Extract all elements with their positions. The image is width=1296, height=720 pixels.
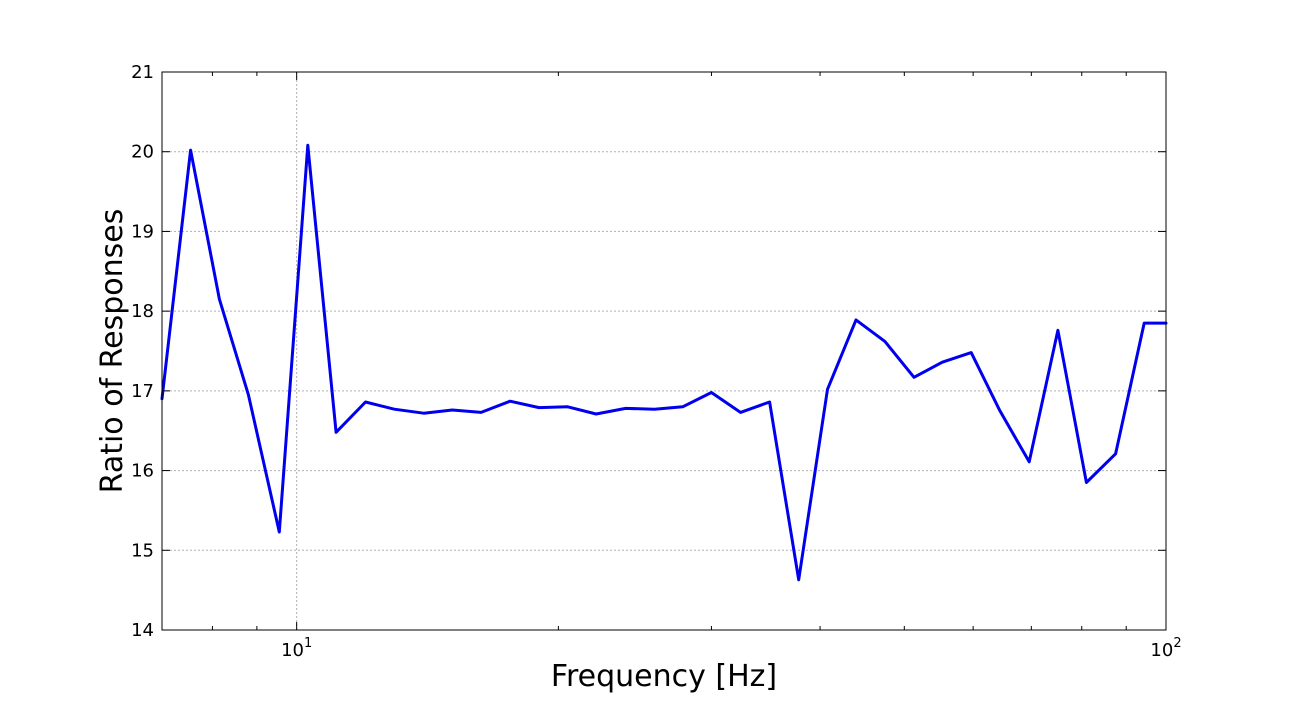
y-tick-label: 19	[131, 221, 154, 242]
y-tick-label: 20	[131, 142, 154, 163]
y-tick-label: 16	[131, 461, 154, 482]
y-tick-label: 18	[131, 301, 154, 322]
y-tick-label: 17	[131, 381, 154, 402]
y-tick-label: 21	[131, 62, 154, 83]
grid	[162, 72, 1166, 630]
y-axis-label: Ratio of Responses	[95, 209, 130, 494]
series-layer	[160, 143, 1168, 582]
x-tick-label: 101	[281, 636, 312, 661]
series-line	[160, 143, 1168, 582]
ticks: 14 15 16 17 18 19 20 21 101 102	[131, 62, 1182, 661]
x-tick-label: 102	[1150, 636, 1181, 661]
plot-frame	[161, 71, 1167, 631]
y-tick-label: 15	[131, 540, 154, 561]
y-tick-label: 14	[131, 620, 154, 641]
x-axis-label: Frequency [Hz]	[551, 659, 777, 694]
